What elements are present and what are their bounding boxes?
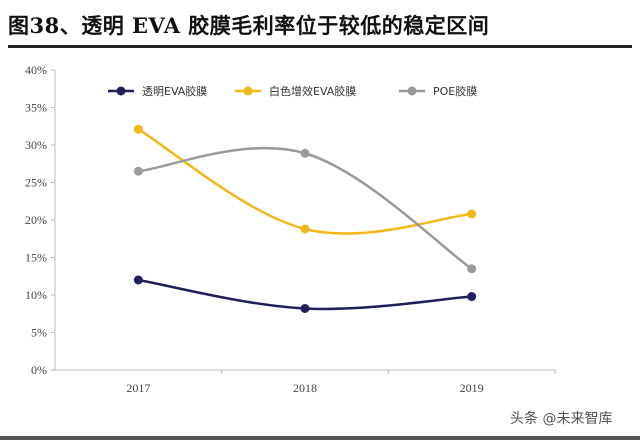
data-point-0-2 — [467, 292, 477, 301]
y-tick-label: 20% — [25, 213, 47, 227]
legend-marker-2 — [407, 86, 417, 96]
series-line-2 — [138, 146, 473, 270]
data-point-0-0 — [133, 275, 143, 285]
chart-legend: 透明EVA胶膜 白色增效EVA胶膜 POE胶膜 — [108, 84, 477, 98]
watermark: 头条 @未来智库 — [510, 411, 613, 427]
y-tick-label: 15% — [25, 251, 47, 265]
title-underline — [8, 45, 632, 48]
x-tick-label: 2018 — [293, 381, 317, 395]
chart-series — [133, 124, 477, 313]
data-point-1-0 — [133, 124, 143, 134]
y-tick-label: 25% — [25, 176, 47, 190]
bottom-rule — [0, 436, 640, 440]
chart-title: 图38、透明 EVA 胶膜毛利率位于较低的稳定区间 — [8, 13, 490, 38]
x-tick-label: 2019 — [460, 381, 484, 395]
series-line-1 — [137, 128, 472, 235]
y-tick-label: 0% — [31, 363, 47, 377]
data-point-2-1 — [300, 148, 310, 158]
y-tick-label: 40% — [25, 63, 47, 77]
legend-label-1: 白色增效EVA胶膜 — [269, 84, 356, 98]
y-tick-label: 5% — [31, 326, 47, 340]
legend-marker-1 — [243, 86, 253, 96]
chart-axes: 0% 5% 10% 15% 20% 25% 30% 35% 40% 2017 2018 2019 — [25, 63, 556, 395]
y-tick-label: 35% — [25, 101, 47, 115]
data-point-1-1 — [300, 224, 310, 234]
y-tick-label: 30% — [25, 138, 47, 152]
data-point-0-1 — [300, 304, 310, 313]
x-tick-label: 2017 — [126, 381, 150, 395]
legend-label-2: POE胶膜 — [433, 84, 477, 98]
legend-marker-0 — [116, 86, 126, 96]
data-point-2-0 — [133, 166, 143, 176]
legend-label-0: 透明EVA胶膜 — [142, 84, 207, 98]
data-point-2-2 — [467, 264, 477, 274]
y-tick-label: 10% — [25, 288, 47, 302]
data-point-1-2 — [467, 209, 477, 219]
